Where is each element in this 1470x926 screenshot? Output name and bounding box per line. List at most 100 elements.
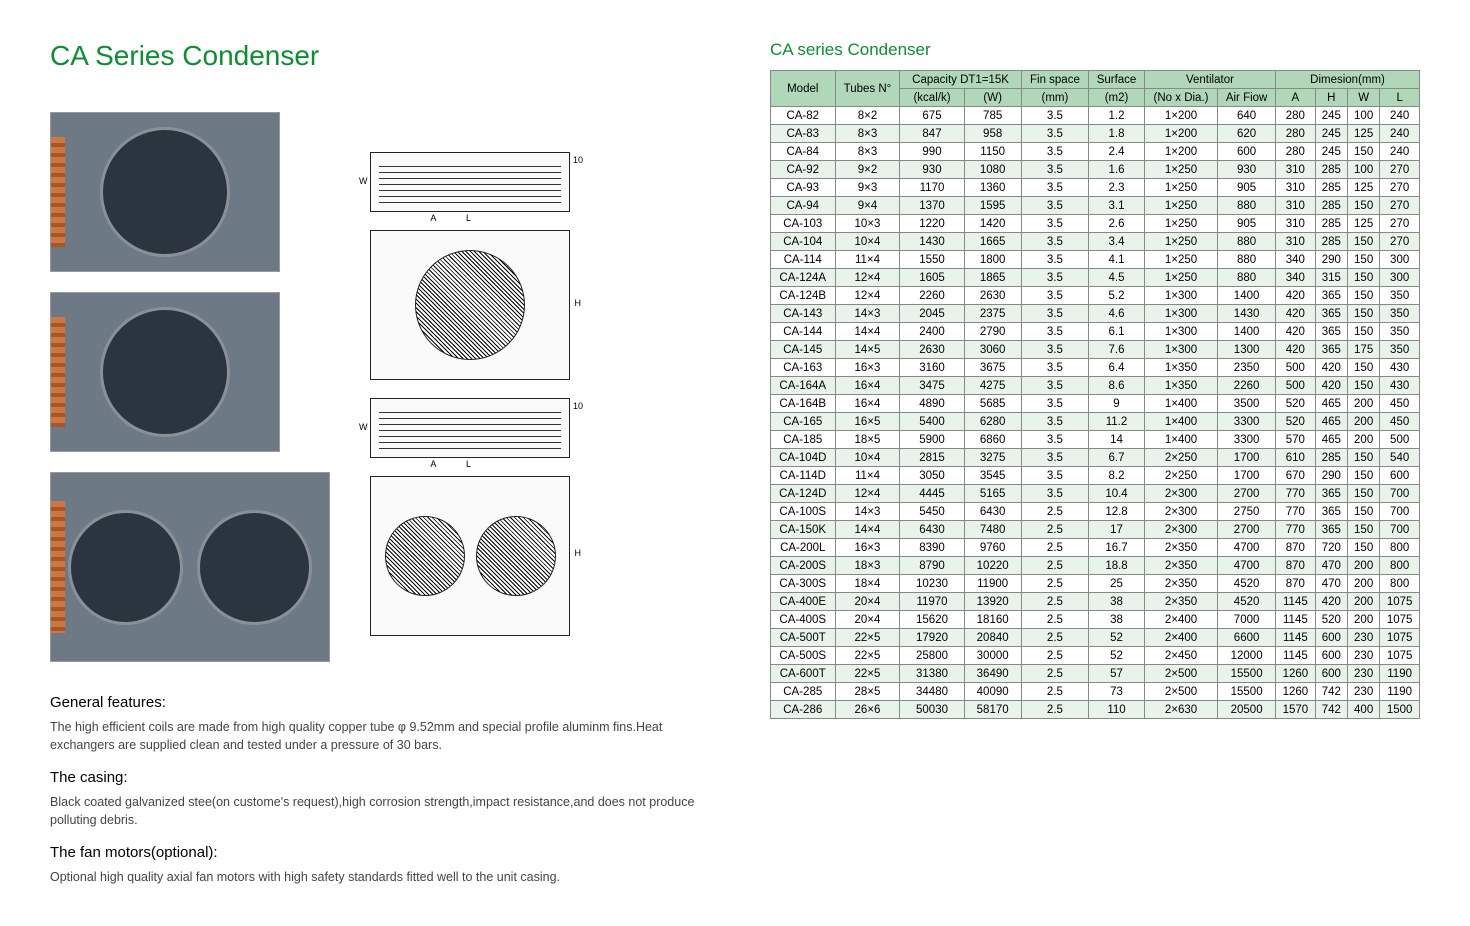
table-cell: 240 xyxy=(1380,107,1420,125)
table-row: CA-500T22×517920208402.5522×400660011456… xyxy=(771,629,1420,647)
table-cell: 1220 xyxy=(900,215,964,233)
table-cell: 10×4 xyxy=(835,449,900,467)
table-cell: 905 xyxy=(1218,179,1276,197)
table-cell: 8×3 xyxy=(835,125,900,143)
table-cell: 270 xyxy=(1380,215,1420,233)
table-cell: 110 xyxy=(1089,701,1145,719)
table-cell: 3.5 xyxy=(1021,215,1088,233)
table-cell: 280 xyxy=(1276,107,1316,125)
table-cell: CA-200L xyxy=(771,539,836,557)
table-cell: 365 xyxy=(1315,485,1347,503)
table-cell: 420 xyxy=(1315,593,1347,611)
table-cell: 905 xyxy=(1218,215,1276,233)
table-row: CA-124B12×4226026303.55.21×3001400420365… xyxy=(771,287,1420,305)
table-cell: 12×4 xyxy=(835,269,900,287)
table-cell: 1×250 xyxy=(1144,161,1217,179)
table-cell: CA-124B xyxy=(771,287,836,305)
table-cell: 50030 xyxy=(900,701,964,719)
table-cell: 2.5 xyxy=(1021,701,1088,719)
table-cell: CA-150K xyxy=(771,521,836,539)
col-noxdia: (No x Dia.) xyxy=(1144,89,1217,107)
table-cell: 1430 xyxy=(1218,305,1276,323)
table-cell: CA-104D xyxy=(771,449,836,467)
table-cell: 2750 xyxy=(1218,503,1276,521)
table-cell: 15620 xyxy=(900,611,964,629)
table-cell: 100 xyxy=(1347,161,1379,179)
table-cell: 1.8 xyxy=(1089,125,1145,143)
table-cell: 11900 xyxy=(964,575,1021,593)
table-cell: 1×350 xyxy=(1144,377,1217,395)
table-cell: 26×6 xyxy=(835,701,900,719)
table-cell: 340 xyxy=(1276,269,1316,287)
table-cell: 2×250 xyxy=(1144,449,1217,467)
table-cell: 1170 xyxy=(900,179,964,197)
table-cell: 315 xyxy=(1315,269,1347,287)
table-cell: 1×400 xyxy=(1144,431,1217,449)
table-cell: CA-93 xyxy=(771,179,836,197)
table-cell: 600 xyxy=(1315,647,1347,665)
table-cell: 365 xyxy=(1315,521,1347,539)
table-cell: 285 xyxy=(1315,197,1347,215)
table-cell: CA-124A xyxy=(771,269,836,287)
table-cell: 2630 xyxy=(900,341,964,359)
table-row: CA-838×38479583.51.81×200620280245125240 xyxy=(771,125,1420,143)
table-cell: 2×450 xyxy=(1144,647,1217,665)
table-cell: 670 xyxy=(1276,467,1316,485)
table-cell: 310 xyxy=(1276,215,1316,233)
table-cell: 3675 xyxy=(964,359,1021,377)
col-mm: (mm) xyxy=(1021,89,1088,107)
diagram-column: 10 W L A H 10 W L A H xyxy=(370,112,570,662)
table-cell: 4.5 xyxy=(1089,269,1145,287)
spec-table: Model Tubes N° Capacity DT1=15K Fin spac… xyxy=(770,70,1420,719)
table-cell: 1×250 xyxy=(1144,233,1217,251)
table-cell: 150 xyxy=(1347,269,1379,287)
table-cell: 3050 xyxy=(900,467,964,485)
table-cell: 300 xyxy=(1380,269,1420,287)
table-cell: 2×400 xyxy=(1144,611,1217,629)
table-cell: 2.5 xyxy=(1021,647,1088,665)
table-cell: 150 xyxy=(1347,467,1379,485)
table-cell: 350 xyxy=(1380,287,1420,305)
table-cell: 18×4 xyxy=(835,575,900,593)
table-cell: 2.5 xyxy=(1021,557,1088,575)
table-cell: 15500 xyxy=(1218,683,1276,701)
table-cell: 150 xyxy=(1347,503,1379,521)
main-title: CA Series Condenser xyxy=(50,40,730,72)
table-cell: 1×200 xyxy=(1144,125,1217,143)
casing-heading: The casing: xyxy=(50,767,730,790)
table-row: CA-848×399011503.52.41×20060028024515024… xyxy=(771,143,1420,161)
table-cell: 9×4 xyxy=(835,197,900,215)
tech-diagram-front-1: H xyxy=(370,230,570,380)
table-cell: 600 xyxy=(1218,143,1276,161)
table-cell: 600 xyxy=(1315,629,1347,647)
table-cell: 150 xyxy=(1347,521,1379,539)
table-cell: 3.5 xyxy=(1021,341,1088,359)
table-cell: 365 xyxy=(1315,341,1347,359)
table-cell: 4700 xyxy=(1218,539,1276,557)
table-cell: 675 xyxy=(900,107,964,125)
table-cell: 2×630 xyxy=(1144,701,1217,719)
table-cell: 930 xyxy=(900,161,964,179)
table-cell: 350 xyxy=(1380,323,1420,341)
table-cell: 18160 xyxy=(964,611,1021,629)
table-cell: 285 xyxy=(1315,215,1347,233)
table-cell: 1700 xyxy=(1218,449,1276,467)
table-cell: 200 xyxy=(1347,611,1379,629)
table-cell: 2.4 xyxy=(1089,143,1145,161)
table-cell: 230 xyxy=(1347,647,1379,665)
table-row: CA-104D10×4281532753.56.72×2501700610285… xyxy=(771,449,1420,467)
table-cell: 520 xyxy=(1276,413,1316,431)
table-row: CA-10410×4143016653.53.41×25088031028515… xyxy=(771,233,1420,251)
table-cell: CA-145 xyxy=(771,341,836,359)
table-row: CA-18518×5590068603.5141×400330057046520… xyxy=(771,431,1420,449)
table-cell: CA-94 xyxy=(771,197,836,215)
table-cell: 8.2 xyxy=(1089,467,1145,485)
table-cell: 1075 xyxy=(1380,611,1420,629)
table-cell: 230 xyxy=(1347,629,1379,647)
table-cell: 2375 xyxy=(964,305,1021,323)
table-cell: CA-83 xyxy=(771,125,836,143)
table-cell: 640 xyxy=(1218,107,1276,125)
col-finspace: Fin space xyxy=(1021,71,1088,89)
table-cell: 3.5 xyxy=(1021,359,1088,377)
table-cell: CA-600T xyxy=(771,665,836,683)
